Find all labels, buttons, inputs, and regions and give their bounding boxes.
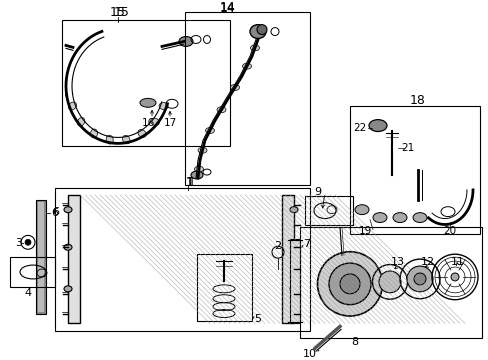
Text: 15: 15 — [114, 6, 130, 19]
Ellipse shape — [159, 103, 168, 109]
Text: 19: 19 — [358, 226, 371, 237]
Ellipse shape — [378, 271, 400, 293]
Ellipse shape — [289, 207, 297, 213]
Ellipse shape — [354, 205, 368, 215]
Ellipse shape — [77, 118, 85, 126]
Ellipse shape — [392, 213, 406, 222]
Text: 10: 10 — [303, 349, 316, 359]
Ellipse shape — [406, 266, 432, 292]
Text: 8: 8 — [351, 337, 358, 347]
Ellipse shape — [317, 252, 382, 316]
Text: 16: 16 — [141, 118, 154, 127]
Ellipse shape — [339, 274, 359, 294]
Bar — [38, 202, 44, 311]
Text: 14: 14 — [220, 2, 235, 15]
Ellipse shape — [191, 171, 203, 179]
Text: 1: 1 — [185, 176, 194, 189]
Ellipse shape — [450, 273, 458, 281]
Text: 2: 2 — [274, 241, 281, 251]
Ellipse shape — [328, 263, 370, 305]
Bar — [282, 195, 293, 323]
Bar — [68, 195, 80, 323]
Ellipse shape — [106, 135, 113, 144]
Ellipse shape — [198, 147, 206, 153]
Ellipse shape — [249, 24, 265, 39]
Ellipse shape — [138, 130, 146, 138]
Text: 14: 14 — [220, 1, 235, 14]
Ellipse shape — [68, 102, 77, 110]
Bar — [184, 12, 309, 185]
Ellipse shape — [250, 45, 259, 51]
Bar — [10, 257, 55, 287]
Text: 13: 13 — [390, 257, 404, 267]
Text: 1: 1 — [185, 176, 194, 189]
Ellipse shape — [122, 135, 130, 144]
Bar — [305, 196, 352, 225]
Bar — [55, 188, 309, 331]
Text: 22: 22 — [353, 122, 366, 132]
Text: 6: 6 — [51, 208, 59, 218]
Ellipse shape — [150, 118, 159, 125]
Bar — [349, 106, 479, 234]
Ellipse shape — [64, 286, 72, 292]
Ellipse shape — [64, 244, 72, 250]
Bar — [289, 239, 299, 323]
Text: 9: 9 — [314, 187, 321, 197]
Text: 17: 17 — [163, 118, 176, 127]
Bar — [197, 254, 251, 321]
Bar — [299, 228, 481, 338]
Ellipse shape — [64, 207, 72, 213]
Text: 20: 20 — [443, 226, 456, 237]
Ellipse shape — [205, 127, 214, 134]
Ellipse shape — [412, 213, 426, 222]
Text: 21: 21 — [401, 143, 414, 153]
Circle shape — [257, 24, 266, 35]
Ellipse shape — [413, 273, 425, 285]
Ellipse shape — [90, 129, 97, 138]
Ellipse shape — [230, 85, 239, 90]
Text: 12: 12 — [420, 257, 434, 267]
Ellipse shape — [242, 63, 251, 69]
Text: 15: 15 — [110, 6, 126, 19]
Ellipse shape — [179, 36, 193, 46]
Text: 11: 11 — [450, 257, 464, 267]
Ellipse shape — [368, 120, 386, 131]
Bar — [36, 200, 46, 314]
Ellipse shape — [217, 107, 225, 113]
Text: 18: 18 — [409, 94, 425, 107]
Text: 4: 4 — [24, 288, 32, 298]
Ellipse shape — [372, 213, 386, 222]
Text: 6: 6 — [52, 207, 60, 217]
Circle shape — [25, 239, 31, 245]
Text: 3: 3 — [15, 238, 22, 248]
Ellipse shape — [140, 98, 156, 107]
Text: 1: 1 — [188, 176, 196, 189]
Ellipse shape — [194, 166, 203, 172]
Ellipse shape — [289, 286, 297, 292]
Bar — [62, 20, 229, 146]
Text: 7: 7 — [303, 239, 310, 249]
Text: 5: 5 — [254, 314, 261, 324]
